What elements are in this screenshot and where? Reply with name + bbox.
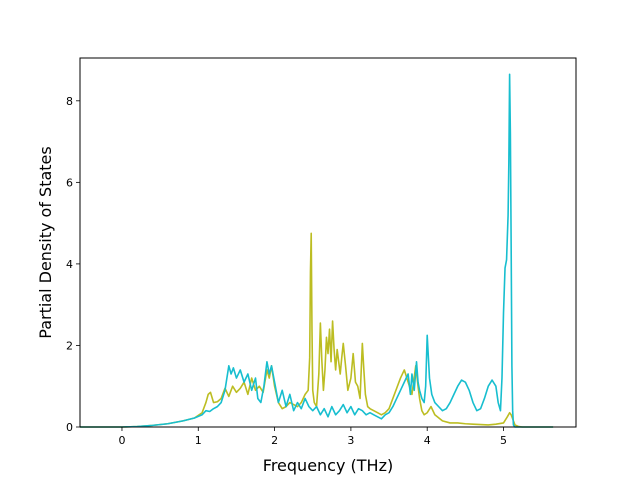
x-axis-ticks: 0 1 2 3 4 5 <box>118 427 507 447</box>
x-tick-label: 1 <box>195 434 202 447</box>
x-tick-label: 5 <box>500 434 507 447</box>
x-axis-label: Frequency (THz) <box>263 456 393 475</box>
y-tick-label: 2 <box>66 339 73 352</box>
y-tick-label: 4 <box>66 258 73 271</box>
y-tick-label: 6 <box>66 176 73 189</box>
series-line-2 <box>80 73 554 428</box>
x-tick-label: 3 <box>347 434 354 447</box>
y-tick-label: 0 <box>66 421 73 434</box>
x-tick-label: 2 <box>271 434 278 447</box>
y-tick-label: 8 <box>66 95 73 108</box>
series-layer <box>80 73 554 428</box>
x-tick-label: 4 <box>424 434 431 447</box>
y-axis-label: Partial Density of States <box>36 146 55 338</box>
y-axis-ticks: 0 2 4 6 8 <box>66 95 80 434</box>
x-tick-label: 0 <box>118 434 125 447</box>
plot-frame <box>79 57 577 428</box>
series-line-1 <box>80 232 554 428</box>
